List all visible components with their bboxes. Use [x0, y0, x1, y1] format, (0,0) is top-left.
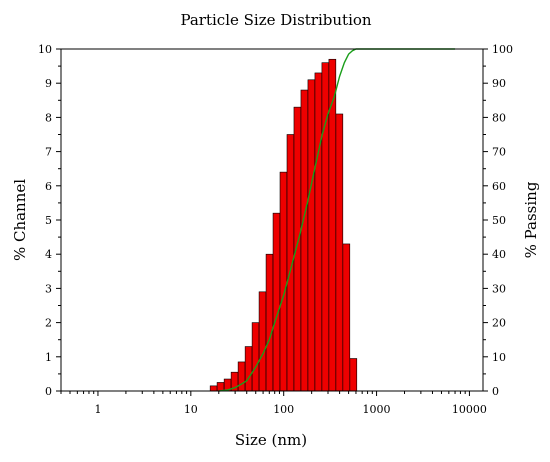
bar: [237, 361, 246, 392]
bar: [314, 72, 323, 392]
left-tick-label: 1: [45, 351, 52, 364]
x-tick-label: 1000: [363, 403, 391, 416]
chart-title: Particle Size Distribution: [180, 11, 371, 29]
x-axis-title: Size (nm): [235, 431, 307, 449]
left-tick-label: 5: [45, 214, 52, 227]
right-axis: 0 10 20 30 40 50 60 70 80 90 100: [483, 43, 513, 398]
x-tick-label: 100: [273, 403, 294, 416]
bar: [251, 322, 260, 392]
right-tick-label: 50: [492, 214, 506, 227]
bar: [335, 113, 344, 392]
left-tick-label: 8: [45, 111, 52, 124]
bar: [272, 212, 281, 392]
bar-series: [209, 58, 358, 392]
right-tick-label: 80: [492, 111, 506, 124]
left-tick-label: 3: [45, 282, 52, 295]
right-tick-label: 40: [492, 248, 506, 261]
right-tick-label: 30: [492, 282, 506, 295]
left-axis-title: % Channel: [11, 179, 29, 261]
right-tick-label: 0: [492, 385, 499, 398]
bar: [342, 243, 351, 392]
bar: [209, 385, 218, 392]
bar: [321, 62, 330, 392]
bar: [349, 358, 358, 392]
right-tick-label: 70: [492, 146, 506, 159]
left-tick-label: 6: [45, 180, 52, 193]
x-tick-label: 10000: [452, 403, 487, 416]
right-tick-label: 10: [492, 351, 506, 364]
right-tick-label: 90: [492, 77, 506, 90]
right-tick-label: 20: [492, 317, 506, 330]
bar: [279, 171, 288, 392]
left-tick-label: 4: [45, 248, 52, 261]
right-axis-title: % Passing: [522, 181, 540, 258]
right-tick-label: 60: [492, 180, 506, 193]
bar: [293, 106, 302, 392]
x-tick-label: 10: [184, 403, 198, 416]
left-tick-label: 2: [45, 317, 52, 330]
x-tick-label: 1: [94, 403, 101, 416]
bar: [216, 382, 225, 392]
left-tick-label: 9: [45, 77, 52, 90]
left-tick-label: 7: [45, 146, 52, 159]
left-axis: 0 1 2 3 4 5 6 7 8 9 10: [38, 43, 61, 398]
bar: [300, 89, 309, 392]
x-axis: 1 10 100 1000 10000: [60, 391, 487, 416]
right-tick-label: 100: [492, 43, 513, 56]
left-tick-label: 10: [38, 43, 52, 56]
bar: [244, 346, 253, 392]
left-tick-label: 0: [45, 385, 52, 398]
bar: [258, 291, 267, 392]
bar: [265, 253, 274, 392]
bar: [307, 79, 316, 392]
